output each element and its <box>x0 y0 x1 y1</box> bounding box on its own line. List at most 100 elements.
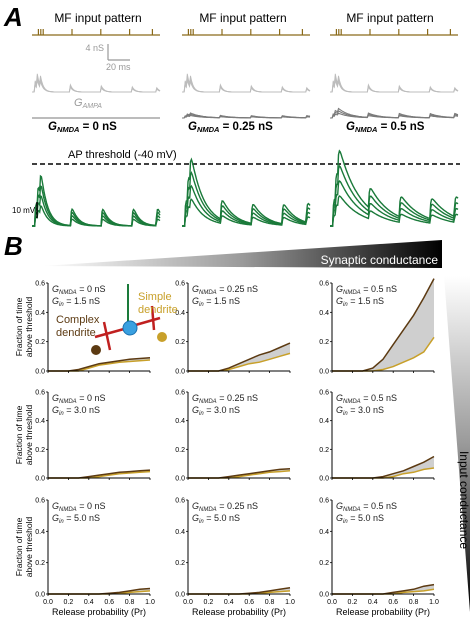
complex-dendrite-line <box>188 586 291 595</box>
simple-dendrite-label-2: dendrite <box>138 304 178 316</box>
scale-mv: 10 mV <box>12 206 36 215</box>
plot-8: 0.0 0.2 0.4 0.6 0.0 0.2 0.4 0.6 0.8 1.0 GNMDA = 0.… <box>175 498 295 618</box>
y-tick-label: 0.0 <box>175 369 185 376</box>
x-tick-label: 0.2 <box>204 599 214 606</box>
y-tick-label: 0.0 <box>319 592 329 599</box>
conductance-scale-bar: 4 nS 20 ms <box>85 43 131 72</box>
y-axis-label: Fraction of time <box>14 297 24 356</box>
y-tick-label: 0.6 <box>35 498 45 505</box>
x-tick-label: 0.6 <box>104 599 114 606</box>
ampa-trace <box>32 75 161 93</box>
gin-label: Gin = 5.0 nS <box>52 513 100 525</box>
gnmda-titles: GNMDA = 0 nS GNMDA = 0.25 nS GNMDA = 0.5… <box>48 121 425 134</box>
scale-ns: 4 nS <box>85 43 104 53</box>
mf-label-3: MF input pattern <box>346 11 433 25</box>
difference-area <box>332 584 434 594</box>
gin-label: Gin = 1.5 nS <box>52 296 100 308</box>
y-tick-label: 0.4 <box>175 310 185 317</box>
x-tick-label: 1.0 <box>145 599 155 606</box>
x-tick-label: 0.8 <box>409 599 419 606</box>
gnmda-label: GNMDA = 0.25 nS <box>192 393 258 405</box>
gin-label: Gin = 1.5 nS <box>192 296 240 308</box>
ampa-trace <box>330 78 459 93</box>
gampa-label: GAMPA <box>74 97 102 110</box>
voltage-trace <box>182 198 311 227</box>
y-axis-label: above threshold <box>24 404 34 465</box>
y-tick-label: 0.6 <box>175 498 185 505</box>
y-tick-label: 0.4 <box>35 418 45 425</box>
x-tick-label: 1.0 <box>285 599 295 606</box>
ampa-trace <box>330 73 459 93</box>
gin-label: Gin = 3.0 nS <box>336 405 384 417</box>
y-tick-label: 0.4 <box>35 310 45 317</box>
ap-threshold-label: AP threshold (-40 mV) <box>68 149 177 161</box>
voltage-traces <box>32 149 459 227</box>
y-tick-label: 0.0 <box>175 476 185 483</box>
y-tick-label: 0.6 <box>35 281 45 288</box>
ampa-trace <box>330 79 459 93</box>
y-tick-label: 0.4 <box>319 310 329 317</box>
x-tick-label: 0.6 <box>388 599 398 606</box>
scale-ms: 20 ms <box>106 62 131 72</box>
y-tick-label: 0.2 <box>35 339 45 346</box>
voltage-trace <box>330 149 459 227</box>
y-tick-label: 0.0 <box>319 476 329 483</box>
ampa-trace <box>32 73 161 93</box>
x-tick-label: 0.4 <box>84 599 94 606</box>
y-tick-label: 0.0 <box>35 369 45 376</box>
y-tick-label: 0.0 <box>319 369 329 376</box>
voltage-trace <box>330 195 459 227</box>
mf-label-1: MF input pattern <box>54 11 141 25</box>
mf-label-2: MF input pattern <box>199 11 286 25</box>
y-tick-label: 0.6 <box>175 281 185 288</box>
y-tick-label: 0.6 <box>319 281 329 288</box>
x-axis-label: Release probability (Pr) <box>336 607 430 617</box>
voltage-trace <box>330 164 459 227</box>
input-conductance-wedge <box>444 276 470 612</box>
plot-7: 0.0 0.2 0.4 0.6 0.0 0.2 0.4 0.6 0.8 1.0 GNMDA = 0 … <box>14 498 155 618</box>
complex-dendrite-dot <box>91 345 101 355</box>
voltage-scale-bar: 10 mV <box>12 202 38 218</box>
gnmda-label: GNMDA = 0.5 nS <box>336 393 397 405</box>
plot-9: 0.0 0.2 0.4 0.6 0.0 0.2 0.4 0.6 0.8 1.0 GNMDA = 0.… <box>319 498 439 618</box>
gnmda-label: GNMDA = 0.25 nS <box>192 284 258 296</box>
gnmda-label: GNMDA = 0.25 nS <box>192 501 258 513</box>
y-tick-label: 0.2 <box>35 560 45 567</box>
ampa-trace <box>182 73 311 93</box>
gin-label: Gin = 1.5 nS <box>336 296 384 308</box>
x-tick-label: 0.6 <box>244 599 254 606</box>
y-tick-label: 0.4 <box>175 418 185 425</box>
x-tick-label: 0.0 <box>183 599 193 606</box>
gnmda-title-1: GNMDA = 0 nS <box>48 121 117 134</box>
x-tick-label: 0.8 <box>125 599 135 606</box>
ampa-trace <box>330 75 459 93</box>
y-axis-label: Fraction of time <box>14 405 24 464</box>
y-tick-label: 0.6 <box>175 390 185 397</box>
y-axis-label: above threshold <box>24 516 34 577</box>
y-axis-label: Fraction of time <box>14 517 24 576</box>
y-tick-label: 0.4 <box>35 529 45 536</box>
voltage-trace <box>32 205 161 227</box>
x-axis-label: Release probability (Pr) <box>192 607 286 617</box>
gnmda-title-3: GNMDA = 0.5 nS <box>346 121 425 134</box>
y-tick-label: 0.2 <box>175 560 185 567</box>
mf-input-patterns: MF input pattern MF input pattern MF inp… <box>32 11 458 36</box>
ampa-trace <box>182 79 311 93</box>
x-tick-label: 0.4 <box>224 599 234 606</box>
synaptic-conductance-label: Synaptic conductance <box>321 253 439 267</box>
ampa-trace <box>182 75 311 93</box>
simple-dendrite-line <box>48 359 151 372</box>
y-tick-label: 0.6 <box>319 390 329 397</box>
gin-label: Gin = 3.0 nS <box>52 405 100 417</box>
ampa-trace <box>32 79 161 93</box>
voltage-trace <box>330 179 459 227</box>
y-tick-label: 0.4 <box>319 418 329 425</box>
y-tick-label: 0.0 <box>35 592 45 599</box>
x-tick-label: 0.2 <box>64 599 74 606</box>
